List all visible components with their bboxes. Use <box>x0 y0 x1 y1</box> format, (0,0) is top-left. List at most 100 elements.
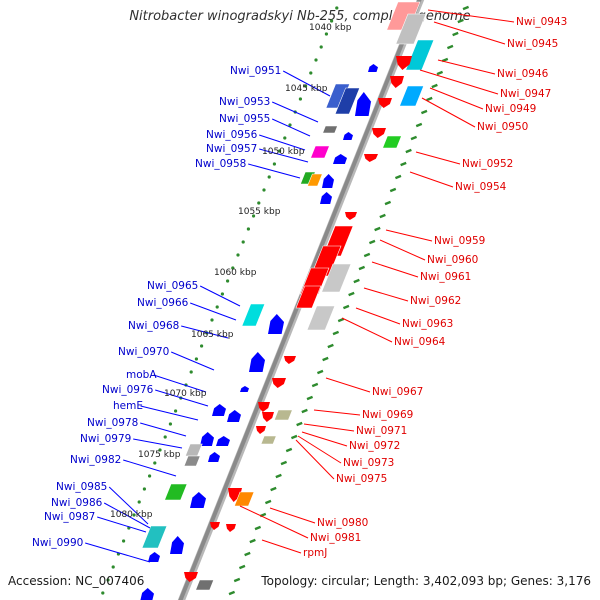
ruler-tick <box>296 421 303 427</box>
reverse-gene-arrow <box>378 98 392 108</box>
ruler-dot <box>148 474 152 478</box>
genome-title: Nitrobacter winogradskyi Nb-255, complet… <box>129 9 471 24</box>
reverse-gene-label: Nwi_0949 <box>485 103 536 115</box>
scale-label: 1080 kbp <box>110 510 153 520</box>
reverse-leader-line <box>295 439 335 480</box>
reverse-gene-label: Nwi_0964 <box>394 336 446 348</box>
forward-leader-line <box>85 542 151 563</box>
ruler-dot <box>231 266 235 270</box>
ruler-tick <box>228 590 236 596</box>
scale-label: 1070 kbp <box>164 389 207 399</box>
ruler-dot <box>142 487 146 491</box>
ruler-tick <box>379 213 386 219</box>
reverse-leader-line <box>301 431 348 447</box>
reverse-gene-arrow <box>258 402 270 412</box>
ruler-dot <box>158 448 162 452</box>
forward-gene-block <box>164 483 188 501</box>
scale-label: 1055 kbp <box>238 207 281 217</box>
ruler-dot <box>298 97 302 101</box>
reverse-gene-arrow <box>256 426 266 434</box>
reverse-gene-label: Nwi_0969 <box>362 409 413 421</box>
ruler-tick <box>353 278 360 284</box>
reverse-gene-label: Nwi_0967 <box>372 386 423 398</box>
ruler-tick <box>327 343 334 349</box>
forward-leader-line <box>259 148 309 163</box>
ruler-dot <box>278 149 282 153</box>
forward-gene-label: Nwi_0978 <box>87 417 138 429</box>
reverse-gene-arrow <box>364 154 378 162</box>
ruler-tick <box>301 408 308 414</box>
forward-leader-line <box>248 163 301 179</box>
forward-gene-arrow <box>200 432 214 446</box>
ruler-tick <box>249 538 256 544</box>
ruler-tick <box>337 317 345 323</box>
ruler-dot <box>257 201 261 205</box>
forward-gene-arrow <box>227 410 241 422</box>
ruler-tick <box>316 369 324 375</box>
reverse-gene-arrow <box>372 128 386 138</box>
ruler-tick <box>457 18 464 24</box>
ruler-tick <box>342 304 350 310</box>
forward-gene-block <box>183 455 201 467</box>
forward-gene-label: Nwi_0965 <box>147 280 198 292</box>
ruler-dot <box>189 370 193 374</box>
ruler-dot <box>252 214 256 218</box>
forward-gene-arrow <box>140 588 154 600</box>
reverse-leader-line <box>297 435 342 464</box>
reverse-leader-line <box>371 261 419 278</box>
ruler-dot <box>200 344 204 348</box>
ruler-dot <box>106 578 110 582</box>
forward-gene-block <box>184 443 203 457</box>
reverse-gene-label: Nwi_0952 <box>462 158 513 170</box>
reverse-gene-block <box>260 435 277 445</box>
ruler-tick <box>436 70 444 76</box>
reverse-gene-block <box>295 285 322 309</box>
ruler-tick <box>405 148 412 154</box>
reverse-gene-block <box>399 85 425 107</box>
forward-gene-label: Nwi_0990 <box>32 537 83 549</box>
forward-leader-line <box>190 302 237 321</box>
reverse-gene-arrow <box>228 488 242 502</box>
ruler-dot <box>226 279 230 283</box>
forward-gene-arrow <box>322 174 334 188</box>
gene-track <box>140 1 435 600</box>
topology-text: Topology: circular; Length: 3,402,093 bp… <box>261 574 591 588</box>
reverse-gene-block <box>195 579 215 591</box>
forward-gene-label: Nwi_0970 <box>118 346 169 358</box>
forward-gene-label: Nwi_0987 <box>44 511 95 523</box>
ruler-dot <box>163 435 167 439</box>
ruler-tick <box>264 499 272 505</box>
reverse-gene-arrow <box>396 56 412 70</box>
scale-label: 1075 kbp <box>138 450 181 460</box>
forward-gene-block <box>322 125 338 134</box>
reverse-gene-label: Nwi_0980 <box>317 517 368 529</box>
ruler-tick <box>244 551 251 557</box>
ruler-tick <box>368 239 376 245</box>
forward-gene-label: Nwi_0976 <box>102 384 154 396</box>
forward-gene-arrow <box>216 436 230 446</box>
forward-gene-arrow <box>148 552 160 562</box>
ruler-dot <box>304 84 308 88</box>
reverse-gene-label: Nwi_0961 <box>420 271 471 283</box>
forward-gene-arrow <box>190 492 206 508</box>
reverse-gene-arrow <box>262 412 274 422</box>
forward-leader-line <box>271 101 319 123</box>
forward-gene-label: Nwi_0966 <box>137 297 189 309</box>
reverse-gene-label: Nwi_0954 <box>455 181 507 193</box>
reverse-leader-line <box>341 317 393 343</box>
leader-lines <box>85 9 515 563</box>
forward-gene-arrow <box>208 452 220 462</box>
ruler-dot <box>335 6 339 10</box>
ruler-dot <box>220 292 224 296</box>
forward-gene-arrow <box>249 352 265 372</box>
forward-leader-line <box>133 438 183 449</box>
reverse-gene-arrow <box>390 76 404 88</box>
ruler-tick <box>306 395 314 401</box>
ruler-dot <box>309 71 313 75</box>
forward-leader-line <box>140 422 187 437</box>
reverse-gene-block <box>395 13 427 45</box>
forward-gene-arrow <box>240 386 249 392</box>
reverse-gene-block <box>405 39 435 71</box>
reverse-leader-line <box>409 171 454 188</box>
